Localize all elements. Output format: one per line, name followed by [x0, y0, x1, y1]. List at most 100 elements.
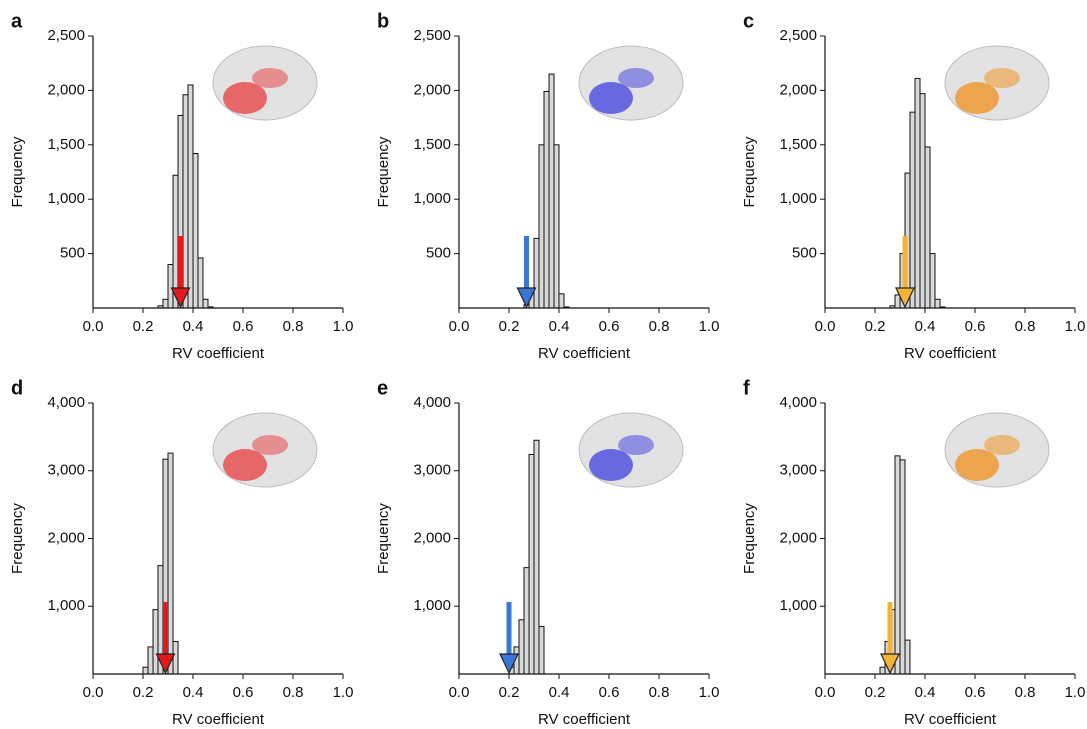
- brain-region: [589, 82, 633, 114]
- panel-label: c: [743, 10, 754, 32]
- panel: e Frequency RV coefficient 1,000 2,000 3,000 4…: [375, 377, 719, 728]
- x-axis-title: RV coefficient: [538, 345, 631, 362]
- y-tick-label: 4,000: [47, 394, 85, 411]
- x-tick-label: 0.4: [549, 684, 570, 701]
- x-axis-title: RV coefficient: [904, 711, 997, 728]
- bar: [528, 453, 535, 675]
- arrow-head: [895, 287, 915, 309]
- bar: [172, 640, 179, 675]
- bar: [202, 298, 209, 309]
- bar: [167, 452, 174, 675]
- y-tick-label: 4,000: [779, 394, 817, 411]
- x-tick-label: 0.2: [133, 318, 154, 335]
- x-tick-label: 0.0: [449, 318, 470, 335]
- bar: [914, 77, 921, 309]
- brain-region: [223, 449, 267, 481]
- x-tick-label: 1.0: [1065, 318, 1086, 335]
- y-tick-label: 2,500: [413, 27, 451, 44]
- brain-region: [589, 449, 633, 481]
- bar: [548, 73, 555, 309]
- x-tick-label: 1.0: [333, 318, 354, 335]
- y-tick-label: 3,000: [47, 462, 85, 479]
- x-tick-label: 0.8: [1015, 684, 1036, 701]
- x-axis-title: RV coefficient: [172, 345, 265, 362]
- brain-region: [955, 82, 999, 114]
- x-tick-label: 0.4: [549, 318, 570, 335]
- x-tick-label: 0.2: [499, 318, 520, 335]
- x-tick-label: 0.0: [83, 318, 104, 335]
- y-tick-label: 500: [792, 245, 817, 262]
- bar: [533, 237, 540, 309]
- x-tick-label: 0.8: [1015, 318, 1036, 335]
- observed-arrow: [895, 236, 915, 309]
- arrow-shaft: [178, 236, 183, 294]
- bar: [142, 666, 149, 675]
- y-axis-title: Frequency: [9, 503, 26, 574]
- bar: [894, 294, 901, 309]
- x-tick-label: 0.0: [815, 684, 836, 701]
- y-tick-label: 2,000: [413, 529, 451, 546]
- panel: b Frequency RV coefficient 500 1,000 1,500 2,0…: [375, 10, 719, 362]
- x-tick-label: 0.2: [133, 684, 154, 701]
- bar: [924, 146, 931, 309]
- panel: c Frequency RV coefficient 500 1,000 1,500 2,0…: [741, 10, 1085, 362]
- panel-label: b: [377, 10, 389, 32]
- y-tick-label: 2,000: [413, 81, 451, 98]
- arrow-shaft: [887, 602, 893, 660]
- y-tick-label: 1,000: [47, 190, 85, 207]
- x-tick-label: 0.4: [183, 684, 204, 701]
- y-tick-label: 2,000: [779, 529, 817, 546]
- x-tick-label: 0.2: [865, 684, 886, 701]
- bar: [538, 626, 545, 675]
- y-tick-label: 1,500: [779, 136, 817, 153]
- arrow-head: [170, 287, 191, 309]
- y-tick-label: 3,000: [413, 462, 451, 479]
- y-tick-label: 2,000: [779, 81, 817, 98]
- brain-region: [984, 68, 1020, 88]
- y-tick-label: 1,500: [413, 136, 451, 153]
- bar: [894, 455, 901, 675]
- bar: [879, 666, 886, 675]
- x-tick-label: 1.0: [1065, 684, 1086, 701]
- y-tick-label: 1,000: [779, 597, 817, 614]
- x-axis-title: RV coefficient: [904, 345, 997, 362]
- x-tick-label: 0.0: [449, 684, 470, 701]
- panel-label: f: [743, 377, 750, 399]
- bar: [919, 93, 926, 309]
- observed-arrow: [880, 602, 900, 675]
- y-tick-label: 1,500: [47, 136, 85, 153]
- y-axis-title: Frequency: [9, 136, 26, 207]
- brain-region: [618, 68, 654, 88]
- y-axis-title: Frequency: [741, 136, 758, 207]
- y-tick-label: 1,000: [413, 190, 451, 207]
- x-tick-label: 0.2: [865, 318, 886, 335]
- x-tick-label: 0.6: [965, 684, 986, 701]
- y-tick-label: 500: [60, 245, 85, 262]
- x-tick-label: 0.2: [499, 684, 520, 701]
- x-tick-label: 0.4: [183, 318, 204, 335]
- x-tick-label: 0.6: [599, 318, 620, 335]
- panel: d Frequency RV coefficient 1,000 2,000 3,000 4…: [9, 377, 353, 728]
- x-tick-label: 0.6: [233, 684, 254, 701]
- x-tick-label: 0.8: [649, 684, 670, 701]
- bar: [192, 153, 199, 309]
- bar: [518, 619, 525, 675]
- observed-arrow: [516, 236, 537, 309]
- arrow-head: [516, 287, 537, 309]
- arrow-shaft: [902, 236, 908, 294]
- bar: [167, 263, 174, 309]
- x-tick-label: 0.0: [815, 318, 836, 335]
- arrow-head: [499, 653, 519, 675]
- bar: [147, 646, 154, 675]
- y-axis-title: Frequency: [741, 503, 758, 574]
- bar: [934, 298, 941, 309]
- arrow-head: [880, 653, 900, 675]
- bar: [533, 439, 540, 675]
- y-axis-title: Frequency: [375, 503, 392, 574]
- x-axis-title: RV coefficient: [538, 711, 631, 728]
- y-tick-label: 4,000: [413, 394, 451, 411]
- brain-region: [223, 82, 267, 114]
- x-tick-label: 0.6: [965, 318, 986, 335]
- observed-arrow: [170, 236, 191, 309]
- y-tick-label: 2,000: [47, 529, 85, 546]
